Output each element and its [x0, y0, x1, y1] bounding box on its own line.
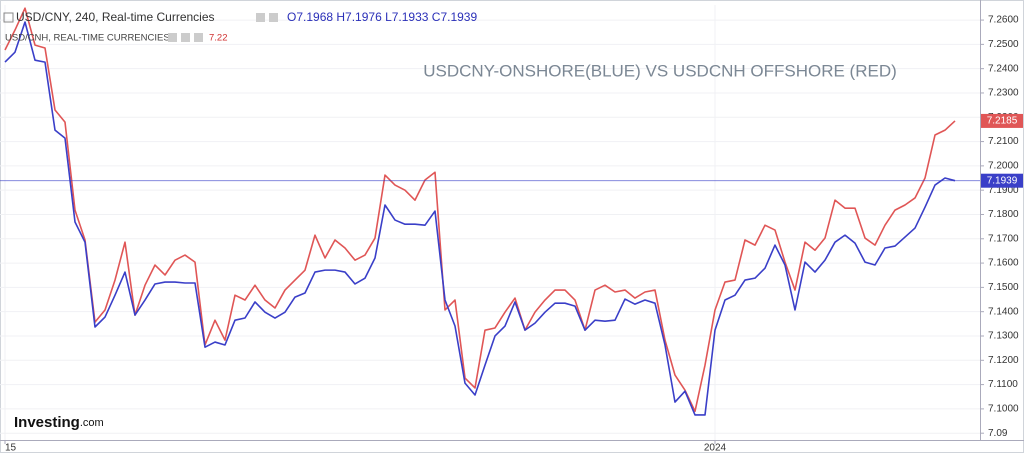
price-badge-label: 7.2185 [987, 116, 1018, 127]
settings-icon-2[interactable] [181, 33, 190, 42]
logo: Investing.com [14, 414, 104, 431]
close-icon[interactable] [194, 33, 203, 42]
y-tick-label: 7.1800 [988, 209, 1019, 220]
y-tick-label: 7.2600 [988, 15, 1019, 26]
y-tick-label: 7.2300 [988, 88, 1019, 99]
y-tick-label: 7.1200 [988, 355, 1019, 366]
y-tick-label: 7.1900 [988, 185, 1019, 196]
y-tick-label: 7.1000 [988, 404, 1019, 415]
y-tick-label: 7.1500 [988, 282, 1019, 293]
ohlc: O7.1968 H7.1976 L7.1933 C7.1939 [287, 10, 477, 24]
settings-icon[interactable] [269, 13, 278, 22]
logo-main: Investing [14, 414, 80, 431]
x-tick-label: 2024 [704, 443, 727, 453]
y-tick-label: 7.2500 [988, 39, 1019, 50]
logo-suffix: .com [80, 417, 104, 429]
line-series [4, 21, 956, 416]
y-tick-label: 7.1300 [988, 331, 1019, 342]
y-tick-label: 7.2400 [988, 63, 1019, 74]
chart-title: USDCNY-ONSHORE(BLUE) VS USDCNH OFFSHORE … [423, 61, 897, 80]
collapse-icon[interactable] [3, 12, 14, 23]
y-tick-label: 7.1600 [988, 258, 1019, 269]
y-tick-label: 7.1100 [988, 379, 1018, 390]
eye-icon-2[interactable] [168, 33, 177, 42]
series-header: USD/CNY, 240, Real-time Currencies [16, 10, 215, 24]
y-tick-label: 7.2100 [988, 136, 1019, 147]
y-tick-label: 7.1400 [988, 306, 1019, 317]
series [0, 7, 980, 416]
compare-value: 7.22 [209, 33, 228, 44]
grid [0, 5, 980, 440]
eye-icon[interactable] [256, 13, 265, 22]
compare-header: USD/CNH, REAL-TIME CURRENCIES [5, 33, 170, 44]
axis: 7.26007.25007.24007.23007.22007.21007.20… [4, 15, 1023, 454]
x-tick-label: 15 [5, 443, 17, 453]
y-tick-label: 7.2000 [988, 161, 1019, 172]
price-badge-label: 7.1939 [987, 175, 1018, 186]
line-series [4, 7, 956, 413]
price-badge [981, 173, 1023, 188]
y-tick-label: 7.09 [988, 428, 1008, 439]
price-badge [981, 113, 1023, 128]
y-tick-label: 7.1700 [988, 233, 1019, 244]
